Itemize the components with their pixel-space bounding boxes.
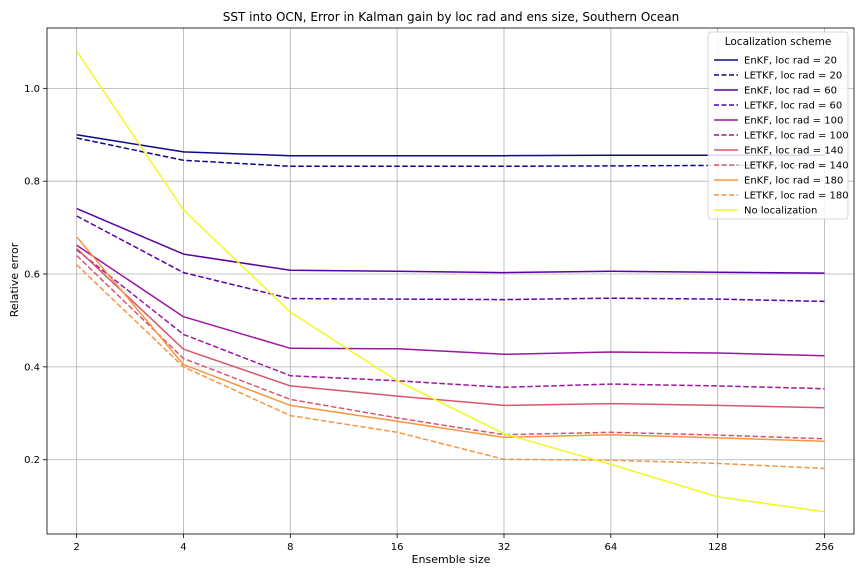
legend-box bbox=[707, 31, 849, 220]
legend-item-label: LETKF, loc rad = 20 bbox=[744, 71, 842, 82]
y-tick-label: 0.4 bbox=[24, 362, 40, 373]
x-tick-label: 8 bbox=[287, 542, 293, 553]
series-line-4 bbox=[76, 215, 825, 303]
series-line-6 bbox=[76, 249, 825, 390]
x-axis: 2 4 8 16 32 64 128 256 bbox=[73, 534, 834, 553]
x-tick-label: 2 bbox=[73, 542, 79, 553]
legend-item-label: No localization bbox=[744, 206, 817, 217]
x-tick-label: 128 bbox=[708, 542, 727, 553]
legend-item-label: LETKF, loc rad = 100 bbox=[744, 131, 849, 142]
legend-item-label: LETKF, loc rad = 180 bbox=[744, 191, 849, 202]
x-tick-label: 64 bbox=[604, 542, 617, 553]
series-line-11 bbox=[76, 50, 825, 513]
legend: Localization scheme EnKF, loc rad = 20 LET… bbox=[707, 31, 849, 220]
legend-item-label: EnKF, loc rad = 100 bbox=[744, 116, 843, 127]
y-tick-label: 0.8 bbox=[24, 177, 40, 188]
y-tick-label: 0.6 bbox=[24, 270, 40, 281]
legend-item-label: EnKF, loc rad = 20 bbox=[744, 56, 837, 67]
y-tick-label: 1.0 bbox=[24, 84, 40, 95]
chart-title: SST into OCN, Error in Kalman gain by lo… bbox=[223, 10, 679, 24]
x-tick-label: 32 bbox=[498, 542, 511, 553]
series-line-7 bbox=[76, 247, 825, 409]
y-tick-label: 0.2 bbox=[24, 455, 40, 466]
plot-frame bbox=[46, 27, 855, 535]
series-line-5 bbox=[76, 244, 825, 357]
series-line-9 bbox=[76, 236, 825, 442]
x-axis-label: Ensemble size bbox=[412, 553, 491, 566]
legend-item-label: LETKF, loc rad = 140 bbox=[744, 161, 849, 172]
legend-item-label: EnKF, loc rad = 180 bbox=[744, 176, 843, 187]
x-tick-label: 4 bbox=[180, 542, 186, 553]
x-tick-label: 16 bbox=[391, 542, 404, 553]
legend-item-label: LETKF, loc rad = 60 bbox=[744, 101, 842, 112]
series-line-2 bbox=[76, 137, 825, 168]
legend-item-label: EnKF, loc rad = 140 bbox=[744, 146, 843, 157]
series-line-8 bbox=[76, 254, 825, 440]
y-axis-label: Relative error bbox=[8, 242, 21, 317]
legend-item-label: EnKF, loc rad = 60 bbox=[744, 86, 837, 97]
legend-title: Localization scheme bbox=[725, 36, 832, 48]
series-layer bbox=[76, 50, 825, 513]
series-line-10 bbox=[76, 264, 825, 470]
y-axis: 0.2 0.4 0.6 0.8 1.0 bbox=[24, 84, 47, 466]
series-line-3 bbox=[76, 207, 825, 274]
series-line-1 bbox=[76, 134, 825, 157]
x-tick-label: 256 bbox=[815, 542, 834, 553]
